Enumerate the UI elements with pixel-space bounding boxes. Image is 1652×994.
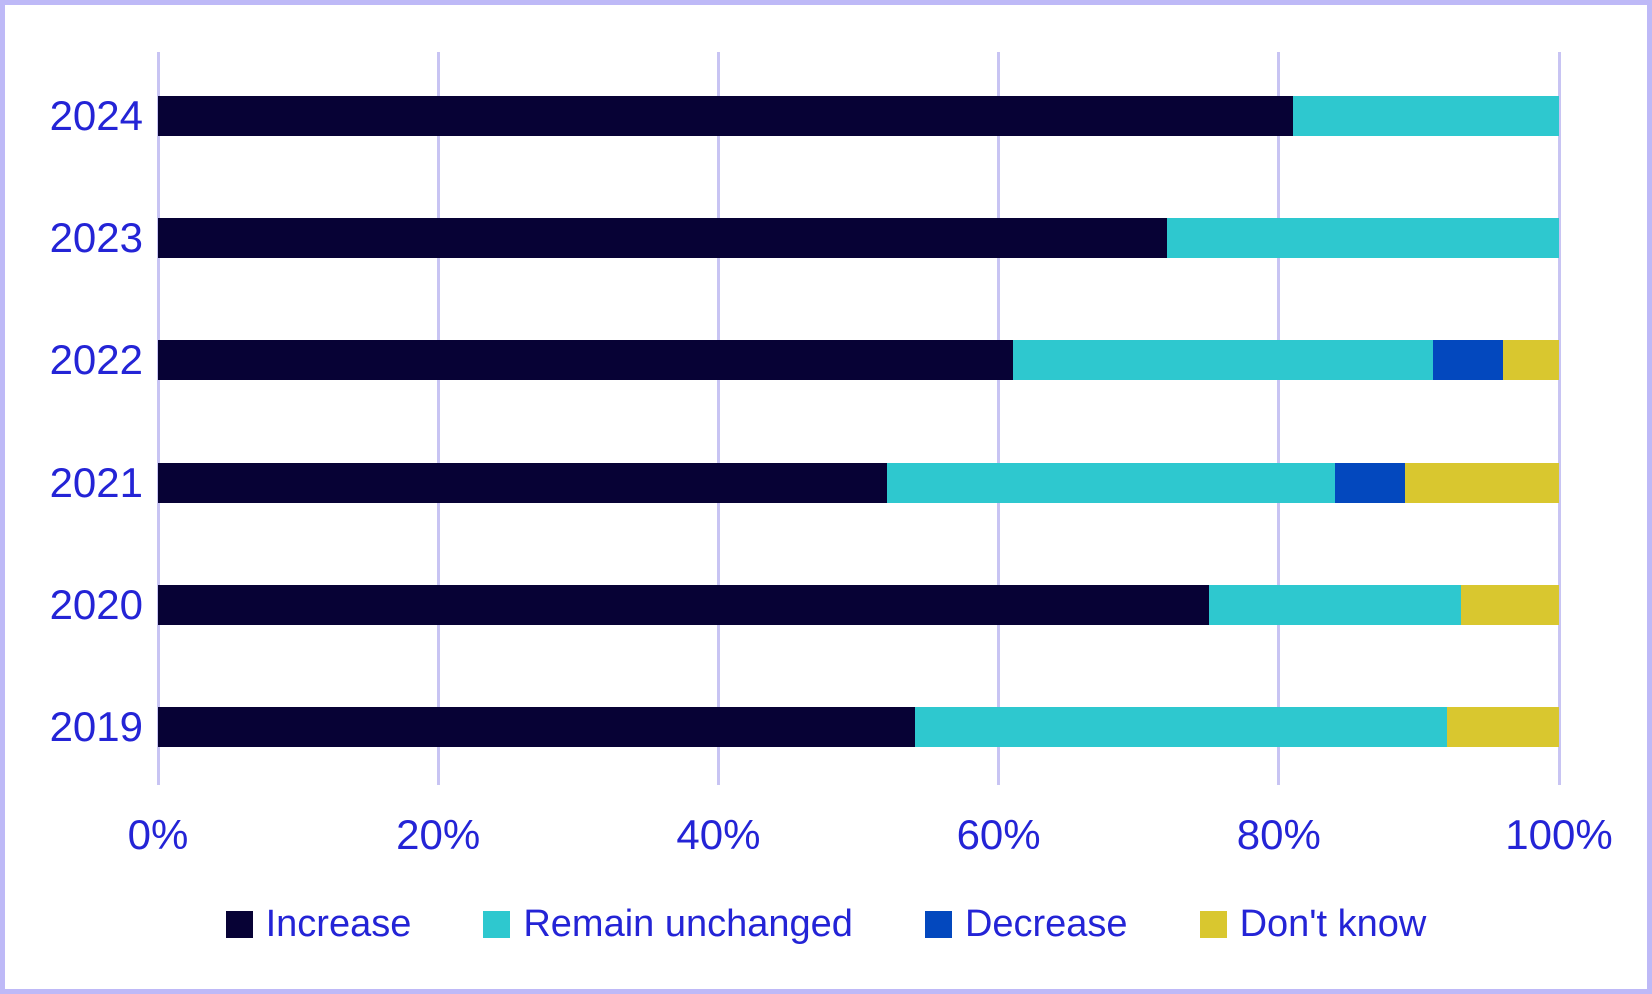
legend-label-decrease: Decrease [964, 903, 1128, 945]
bar-segment-increase-2019 [158, 706, 915, 747]
bar-segment-decrease-2022 [1432, 340, 1503, 381]
bar-segment-increase-2020 [158, 584, 1209, 625]
y-axis-label-2020: 2020 [49, 580, 143, 628]
y-axis-label-2024: 2024 [49, 92, 143, 139]
bar-segment-don-t-know-2020 [1460, 584, 1559, 625]
legend-label-increase: Increase [265, 903, 412, 945]
legend-item-remain-unchanged: Remain unchanged [483, 903, 853, 946]
legend-swatch-decrease [924, 911, 952, 938]
legend-label-remain-unchanged: Remain unchanged [523, 903, 853, 945]
bar-segment-decrease-2021 [1334, 462, 1405, 503]
y-axis-label-2023: 2023 [49, 214, 143, 262]
bar-segment-remain-unchanged-2023 [1166, 218, 1559, 259]
bar-segment-don-t-know-2019 [1446, 706, 1559, 747]
gridline-100 [1557, 52, 1561, 785]
x-axis-tick-60: 60% [956, 811, 1041, 858]
gridline-60 [997, 52, 1001, 785]
bar-segment-don-t-know-2022 [1502, 340, 1559, 381]
x-axis-tick-0: 0% [127, 811, 189, 858]
gridline-20 [436, 52, 440, 785]
legend-swatch-remain-unchanged [483, 911, 511, 938]
y-axis-label-2021: 2021 [49, 458, 143, 506]
legend-item-increase: Increase [225, 903, 412, 946]
bar-segment-remain-unchanged-2024 [1292, 96, 1559, 136]
bar-segment-increase-2023 [158, 218, 1167, 259]
bar-segment-increase-2021 [158, 462, 887, 503]
gridline-0 [156, 52, 160, 785]
legend-label-don-t-know: Don't know [1239, 903, 1427, 945]
bar-segment-increase-2024 [158, 96, 1293, 136]
legend-swatch-don-t-know [1199, 911, 1227, 938]
y-axis-label-2019: 2019 [49, 702, 143, 750]
bar-segment-don-t-know-2021 [1404, 462, 1559, 503]
x-axis-tick-40: 40% [676, 811, 761, 858]
x-axis-tick-100: 100% [1505, 811, 1613, 858]
legend-swatch-increase [225, 911, 253, 938]
bar-segment-remain-unchanged-2019 [914, 706, 1447, 747]
bar-segment-remain-unchanged-2022 [1012, 340, 1433, 381]
plot-area: 2024 2023 2022 2021 2020 2019 0% 20% 40% 60% 80% 10… [5, 5, 1647, 989]
x-axis-tick-20: 20% [396, 811, 481, 858]
bar-segment-remain-unchanged-2020 [1208, 584, 1461, 625]
y-axis-label-2022: 2022 [49, 336, 143, 384]
legend-item-decrease: Decrease [924, 903, 1128, 946]
bar-segment-remain-unchanged-2021 [886, 462, 1335, 503]
gridline-40 [716, 52, 720, 785]
gridline-80 [1277, 52, 1281, 785]
legend-item-don-t-know: Don't know [1199, 903, 1427, 946]
legend: Increase Remain unchanged Decrease Don't kn… [5, 903, 1647, 946]
x-axis-tick-80: 80% [1236, 811, 1321, 858]
bar-segment-increase-2022 [158, 340, 1013, 381]
